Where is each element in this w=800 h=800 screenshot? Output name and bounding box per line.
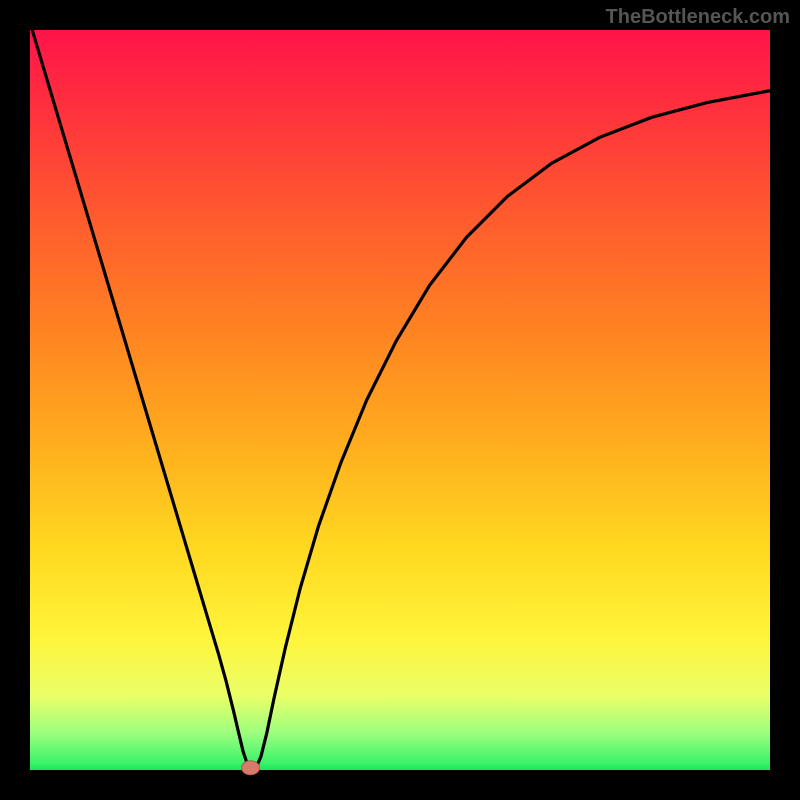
chart-container (0, 0, 800, 800)
bottleneck-chart (0, 0, 800, 800)
watermark-text: TheBottleneck.com (606, 6, 790, 29)
min-marker (242, 761, 260, 775)
